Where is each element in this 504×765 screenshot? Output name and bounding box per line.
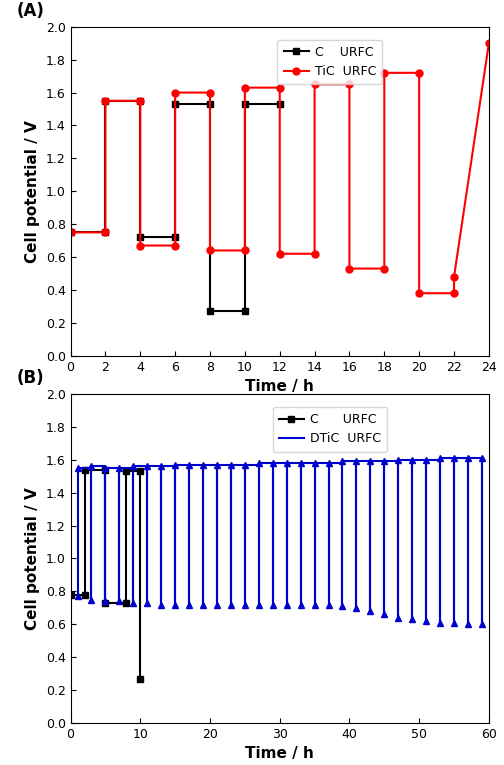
C    URFC	[242, 307, 248, 316]
C      URFC	[137, 467, 143, 476]
Text: (A): (A)	[16, 2, 44, 20]
TiC  URFC	[172, 241, 178, 250]
C    URFC	[102, 228, 108, 237]
TiC  URFC	[137, 96, 143, 106]
TiC  URFC	[172, 88, 178, 97]
TiC  URFC	[486, 38, 492, 47]
C      URFC	[82, 465, 88, 474]
TiC  URFC	[277, 83, 283, 93]
C    URFC	[207, 99, 213, 109]
C    URFC	[172, 233, 178, 242]
Y-axis label: Cell potential / V: Cell potential / V	[25, 120, 40, 262]
Y-axis label: Cell potential / V: Cell potential / V	[25, 487, 40, 630]
C      URFC	[102, 598, 108, 607]
C    URFC	[242, 99, 248, 109]
C      URFC	[82, 590, 88, 599]
TiC  URFC	[277, 249, 283, 259]
C    URFC	[207, 307, 213, 316]
TiC  URFC	[102, 228, 108, 237]
TiC  URFC	[381, 68, 387, 77]
DTiC  URFC	[75, 591, 81, 601]
TiC  URFC	[102, 96, 108, 106]
Line: TiC  URFC: TiC URFC	[67, 40, 492, 297]
X-axis label: Time / h: Time / h	[245, 379, 314, 394]
DTiC  URFC	[479, 454, 485, 463]
TiC  URFC	[137, 241, 143, 250]
TiC  URFC	[311, 80, 318, 89]
Line: DTiC  URFC: DTiC URFC	[78, 458, 482, 624]
TiC  URFC	[207, 246, 213, 255]
DTiC  URFC	[437, 454, 443, 463]
TiC  URFC	[346, 264, 352, 273]
C      URFC	[123, 598, 130, 607]
DTiC  URFC	[423, 455, 429, 464]
DTiC  URFC	[409, 455, 415, 464]
C    URFC	[277, 99, 283, 109]
C    URFC	[137, 233, 143, 242]
Legend: C    URFC, TiC  URFC: C URFC, TiC URFC	[277, 40, 383, 84]
TiC  URFC	[207, 88, 213, 97]
Line: C      URFC: C URFC	[67, 466, 144, 682]
C    URFC	[68, 228, 74, 237]
DTiC  URFC	[367, 457, 373, 466]
C      URFC	[68, 590, 74, 599]
DTiC  URFC	[200, 460, 206, 469]
TiC  URFC	[451, 272, 457, 282]
Legend: C      URFC, DTiC  URFC: C URFC, DTiC URFC	[273, 407, 387, 451]
DTiC  URFC	[311, 458, 318, 467]
TiC  URFC	[242, 83, 248, 93]
C      URFC	[137, 674, 143, 683]
TiC  URFC	[68, 228, 74, 237]
TiC  URFC	[346, 80, 352, 89]
TiC  URFC	[416, 288, 422, 298]
C    URFC	[172, 99, 178, 109]
TiC  URFC	[416, 68, 422, 77]
DTiC  URFC	[158, 600, 164, 609]
C    URFC	[137, 96, 143, 106]
TiC  URFC	[381, 264, 387, 273]
X-axis label: Time / h: Time / h	[245, 747, 314, 761]
TiC  URFC	[451, 288, 457, 298]
TiC  URFC	[311, 249, 318, 259]
C      URFC	[123, 467, 130, 476]
C      URFC	[102, 465, 108, 474]
Text: (B): (B)	[16, 369, 44, 387]
Line: C    URFC: C URFC	[67, 97, 283, 314]
C    URFC	[102, 96, 108, 106]
DTiC  URFC	[465, 620, 471, 629]
TiC  URFC	[242, 246, 248, 255]
